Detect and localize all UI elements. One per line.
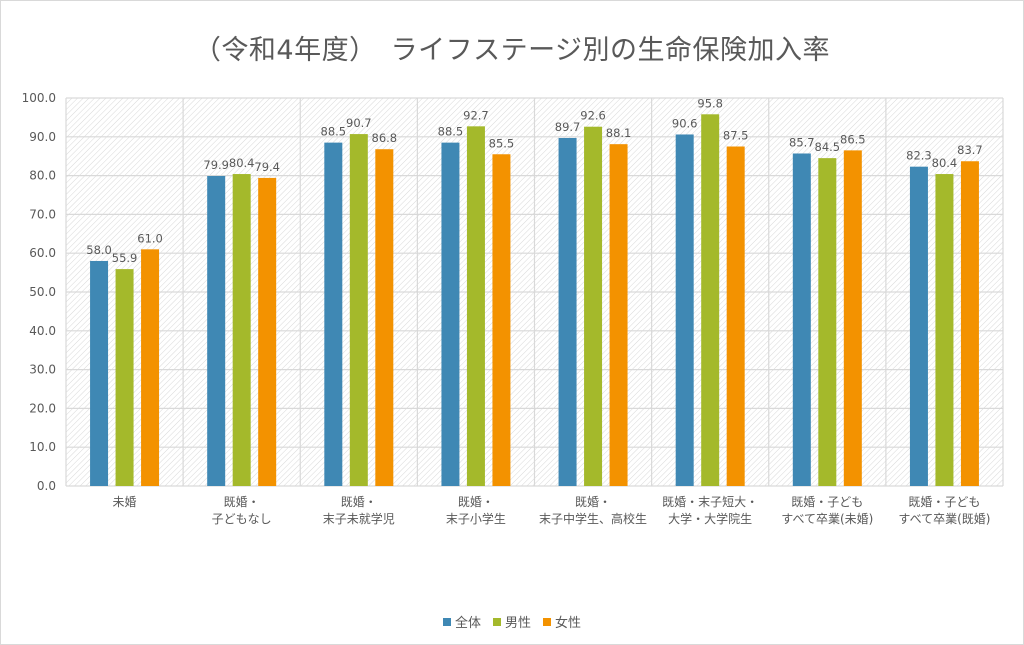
legend-swatch (492, 618, 501, 626)
y-tick-label: 40.0 (29, 324, 56, 338)
bar (558, 137, 577, 487)
y-tick-label: 50.0 (29, 285, 56, 299)
legend-label: 全体 (454, 616, 481, 631)
data-label: 89.7 (555, 120, 581, 134)
bar (375, 149, 394, 486)
y-tick-label: 80.0 (29, 169, 56, 183)
category-label: 末子中学生、高校生 (539, 511, 647, 526)
data-label: 84.5 (815, 140, 841, 154)
category-label: 既婚・子ども (908, 495, 980, 509)
bar (232, 174, 251, 486)
chart-title: （令和4年度） ライフステージ別の生命保険加入率 (193, 35, 831, 66)
category-label: 既婚・ (575, 495, 611, 509)
category-label: 既婚・ (458, 495, 494, 509)
data-label: 90.7 (346, 116, 372, 130)
data-label: 92.7 (463, 108, 489, 122)
data-label: 85.7 (789, 135, 815, 149)
bar (701, 114, 720, 487)
bar (115, 269, 134, 486)
data-label: 88.5 (438, 125, 464, 139)
bar (843, 150, 862, 486)
data-label: 85.5 (489, 136, 515, 150)
bar (258, 177, 277, 487)
y-axis: 0.0 10.0 20.0 30.0 40.0 50.0 60.0 70.0 80.0 90.0 1… (22, 91, 56, 493)
data-label: 92.6 (580, 109, 606, 123)
data-label: 90.6 (672, 116, 698, 130)
bar (609, 144, 628, 486)
bar (90, 260, 109, 486)
y-tick-label: 70.0 (29, 207, 56, 221)
y-tick-label: 10.0 (29, 440, 56, 454)
category-label: 既婚・末子短大・ (662, 495, 758, 509)
category-label: 大学・大学院生 (668, 511, 752, 526)
data-label: 80.4 (932, 156, 958, 170)
category-label: 既婚・ (341, 495, 377, 509)
bar (909, 166, 928, 486)
y-tick-label: 100.0 (22, 91, 56, 105)
legend-item: 男性 (492, 612, 531, 631)
category-label: 子どもなし (212, 512, 272, 526)
legend-swatch (543, 618, 551, 626)
data-label: 86.5 (840, 132, 866, 146)
bar (466, 126, 485, 486)
bar (324, 142, 343, 486)
data-label: 61.0 (137, 231, 163, 245)
data-label: 86.8 (372, 131, 398, 145)
y-tick-label: 20.0 (29, 401, 56, 415)
category-label: 既婚・ (224, 495, 260, 509)
data-labels: 58.0 79.9 88.5 88.5 89.7 90.6 85.7 82.3 55.9 80.4… (86, 96, 982, 265)
bars (90, 114, 979, 487)
category-label: 末子小学生 (446, 511, 506, 526)
legend-swatch (442, 618, 451, 626)
bar (349, 134, 368, 487)
bar (441, 142, 460, 486)
data-label: 83.7 (957, 143, 983, 157)
bar (726, 146, 745, 486)
data-label: 58.0 (86, 243, 112, 257)
bar (141, 249, 160, 486)
bar (207, 175, 226, 486)
category-label: すべて卒業(未婚) (781, 512, 873, 526)
legend: 全体 男性 女性 (0, 612, 1024, 631)
bar (792, 153, 811, 486)
bar (935, 174, 954, 486)
category-label: すべて卒業(既婚) (898, 512, 990, 526)
data-label: 87.5 (723, 129, 749, 143)
legend-label: 男性 (504, 616, 531, 631)
y-tick-label: 60.0 (29, 246, 56, 260)
legend-item: 全体 (442, 612, 481, 631)
data-label: 88.5 (321, 125, 347, 139)
x-axis: 未婚 既婚・子どもなし既婚・末子未就学児既婚・末子小学生既婚・末子中学生、高校生既… (113, 495, 991, 526)
data-label: 79.9 (203, 158, 229, 172)
y-tick-label: 90.0 (29, 130, 56, 144)
bar (818, 158, 837, 486)
bar (492, 154, 511, 486)
data-label: 82.3 (906, 149, 932, 163)
data-label: 79.4 (254, 160, 280, 174)
category-label: 未婚 (113, 495, 137, 509)
legend-item: 女性 (543, 612, 581, 631)
category-label: 末子未就学児 (323, 511, 395, 526)
data-label: 95.8 (697, 96, 723, 110)
data-label: 55.9 (112, 251, 138, 265)
y-tick-label: 30.0 (29, 363, 56, 377)
data-label: 80.4 (229, 156, 255, 170)
bar (675, 134, 694, 487)
legend-label: 女性 (555, 616, 582, 631)
category-label: 既婚・子ども (791, 495, 863, 509)
data-label: 88.1 (606, 126, 632, 140)
bar (960, 161, 979, 486)
bar (584, 126, 603, 486)
y-tick-label: 0.0 (37, 479, 56, 493)
